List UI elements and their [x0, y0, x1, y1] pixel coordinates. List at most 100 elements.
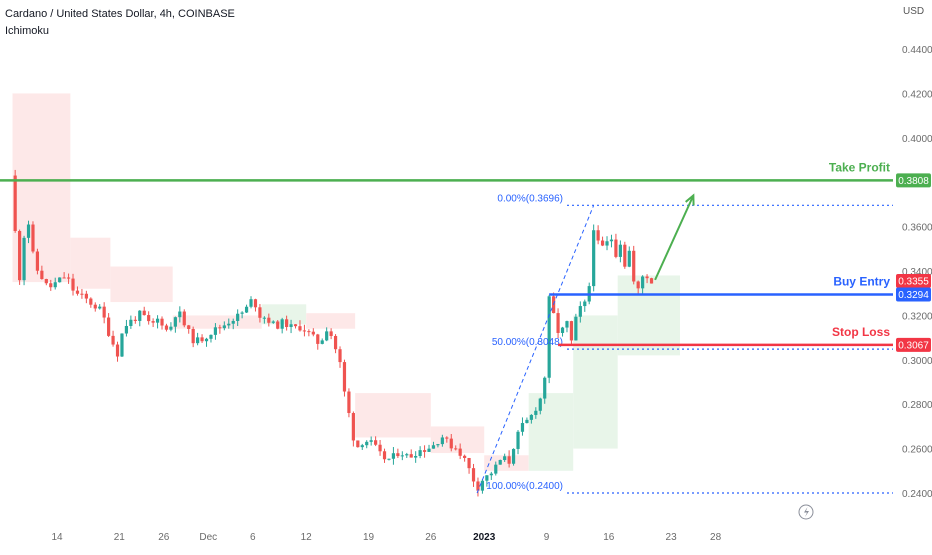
- candle: [80, 293, 84, 295]
- candle: [427, 448, 431, 452]
- candle: [592, 230, 596, 287]
- candle: [142, 310, 146, 316]
- candle: [160, 318, 164, 326]
- candle: [560, 327, 565, 333]
- candle: [231, 320, 235, 324]
- candle: [129, 319, 133, 326]
- candle: [627, 250, 631, 267]
- candle: [111, 335, 115, 345]
- fib-level-label: 100.00%(0.2400): [486, 481, 563, 492]
- candle: [302, 330, 307, 332]
- candle: [320, 340, 324, 344]
- candle: [276, 321, 280, 329]
- candle: [169, 326, 173, 330]
- candle: [489, 473, 493, 476]
- candle: [178, 311, 182, 318]
- candle: [333, 335, 338, 350]
- candle: [511, 448, 516, 464]
- take-profit-arrowhead: [685, 193, 695, 206]
- candle: [84, 293, 88, 299]
- candle: [151, 321, 155, 323]
- candle: [244, 306, 249, 313]
- candle: [387, 458, 391, 460]
- chart-title: Cardano / United States Dollar, 4h, COIN…: [5, 8, 235, 20]
- candle: [262, 317, 266, 319]
- candle: [182, 311, 186, 326]
- stop-loss-price-badge-bg: [896, 337, 931, 352]
- lightning-icon-ring: [798, 504, 814, 520]
- candle: [600, 240, 605, 246]
- candle: [213, 327, 218, 335]
- cloud-segment: [172, 315, 262, 329]
- candle: [222, 325, 226, 329]
- candle: [316, 334, 320, 344]
- candle: [293, 324, 298, 327]
- candle: [365, 441, 369, 446]
- stop-loss-label: Stop Loss: [832, 325, 890, 339]
- candle: [632, 250, 636, 282]
- candle: [35, 251, 40, 271]
- take-profit-price-badge-bg: [896, 173, 931, 188]
- candle: [556, 313, 560, 333]
- indicator-label[interactable]: Ichimoku: [5, 25, 50, 37]
- candle: [280, 319, 284, 329]
- candle: [405, 454, 409, 456]
- candle: [218, 327, 222, 329]
- candle: [89, 298, 93, 305]
- candle: [458, 448, 462, 456]
- time-tick-label: 6: [250, 532, 256, 543]
- candle: [307, 331, 311, 333]
- candle: [485, 475, 489, 481]
- time-tick-label: 19: [363, 532, 375, 543]
- candle: [209, 334, 213, 339]
- candle: [107, 317, 111, 336]
- candle: [618, 244, 622, 257]
- candle: [342, 362, 347, 392]
- candle: [227, 323, 231, 326]
- candle: [467, 457, 471, 469]
- currency-label: USD: [903, 6, 925, 17]
- buy-entry-price-badge: 0.3294: [896, 287, 931, 302]
- candle: [569, 321, 574, 341]
- candle: [58, 277, 62, 283]
- candle: [204, 338, 209, 342]
- candle: [325, 331, 329, 341]
- candle: [22, 237, 26, 281]
- candle: [391, 453, 396, 459]
- candle: [636, 281, 640, 289]
- time-tick-label: Dec: [199, 532, 217, 543]
- price-tick-label: 0.4200: [902, 89, 932, 100]
- candle: [538, 398, 542, 411]
- candle: [356, 440, 360, 448]
- candle: [454, 448, 458, 450]
- candle: [40, 270, 44, 279]
- candle: [360, 445, 364, 448]
- stop-loss-price-badge-text: 0.3067: [898, 340, 929, 351]
- stop-loss-price-badge: 0.3067: [896, 337, 931, 352]
- candle: [498, 460, 502, 465]
- candle: [623, 244, 627, 267]
- price-tick-label: 0.4000: [902, 134, 932, 145]
- time-tick-label: 26: [425, 532, 437, 543]
- candle: [525, 419, 529, 424]
- price-tick-label: 0.2400: [902, 489, 932, 500]
- take-profit-price-badge-text: 0.3808: [898, 176, 929, 187]
- candle: [649, 278, 654, 284]
- candle: [436, 444, 440, 446]
- candle: [480, 480, 485, 491]
- candle: [471, 468, 476, 482]
- candle: [253, 299, 258, 308]
- candle: [507, 456, 511, 464]
- candle: [422, 450, 427, 452]
- candle: [338, 349, 342, 363]
- candle: [534, 410, 538, 415]
- candle: [98, 306, 102, 309]
- price-tick-label: 0.3600: [902, 223, 932, 234]
- candle: [53, 282, 57, 288]
- time-tick-label: 2023: [473, 532, 496, 543]
- candle: [440, 437, 444, 445]
- candle: [641, 276, 645, 289]
- candle: [311, 331, 315, 335]
